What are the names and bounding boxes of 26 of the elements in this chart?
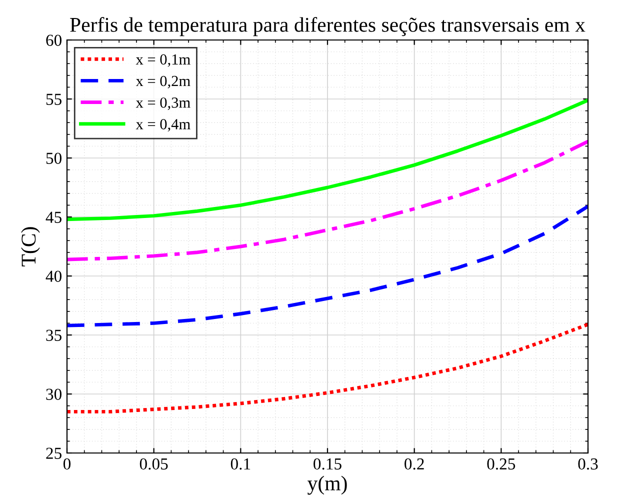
x-tick-label: 0.05 xyxy=(140,458,168,470)
y-tick-label: 35 xyxy=(46,330,62,341)
y-axis-title: T(C) xyxy=(21,227,40,266)
y-tick-label: 45 xyxy=(46,212,62,223)
y-tick-label: 55 xyxy=(46,94,62,105)
line-series xyxy=(67,204,588,328)
x-axis-title: y(m) xyxy=(308,476,347,495)
legend-label: x = 0,2m xyxy=(136,76,190,88)
line-series xyxy=(67,140,588,262)
x-tick-label: 0.25 xyxy=(487,458,516,470)
chart-title: Perfis de temperatura para diferentes seções transversais em x xyxy=(70,17,586,36)
legend-label: x = 0,1m xyxy=(136,54,190,67)
legend-label: x = 0,4m xyxy=(136,119,190,132)
x-tick-label: 0.15 xyxy=(314,458,342,470)
x-tick-label: 0.2 xyxy=(404,458,424,470)
y-tick-label: 50 xyxy=(46,152,62,164)
legend-label: x = 0,3m xyxy=(136,97,190,110)
line-series xyxy=(67,322,588,414)
y-tick-label: 40 xyxy=(46,270,62,282)
line-series xyxy=(67,98,588,222)
y-tick-label: 25 xyxy=(46,448,62,459)
x-tick-label: 0.3 xyxy=(578,458,598,470)
y-tick-label: 60 xyxy=(46,34,62,46)
x-tick-label: 0.1 xyxy=(230,458,250,470)
y-tick-label: 30 xyxy=(46,388,62,400)
x-tick-label: 0 xyxy=(63,458,71,470)
